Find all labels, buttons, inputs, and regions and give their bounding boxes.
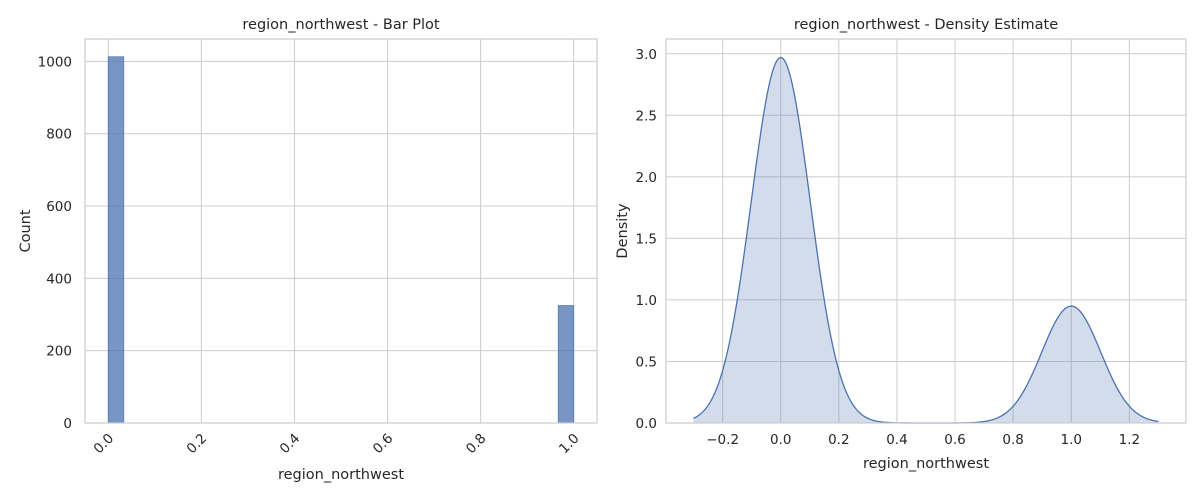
x-tick-label: 0.4	[886, 432, 907, 448]
density-plot-title: region_northwest - Density Estimate	[794, 17, 1058, 33]
x-tick-label: 0.4	[277, 431, 304, 458]
x-tick-label: 0.6	[370, 431, 397, 458]
x-tick-label: 1.2	[1119, 432, 1140, 448]
x-tick-label: 0.2	[184, 431, 211, 458]
bar-plot-title: region_northwest - Bar Plot	[242, 17, 440, 33]
bar-plot-y-tick-labels: 0 200 400 600 800 1000	[38, 54, 72, 432]
y-tick-label: 1000	[38, 54, 72, 70]
bar-plot-axes: 0.0 0.2 0.4 0.6 0.8 1.0 0 200 400 600 800 1000 reg…	[18, 17, 598, 483]
y-tick-label: 1.0	[636, 293, 657, 309]
x-tick-label: 0.2	[828, 432, 849, 448]
density-plot-gridlines	[666, 39, 1186, 424]
density-plot-frame	[665, 38, 1187, 424]
x-tick-label: 1.0	[1061, 432, 1082, 448]
density-plot-axes: −0.2 0.0 0.2 0.4 0.6 0.8 1.0 1.2 0.0 0.5 1.0 1.5 2.…	[615, 17, 1187, 472]
x-tick-label: 0.0	[91, 431, 118, 458]
y-tick-label: 1.5	[636, 231, 657, 247]
y-tick-label: 2.5	[636, 108, 657, 124]
y-tick-label: 600	[46, 199, 72, 215]
bar-plot-frame	[84, 38, 598, 424]
density-plot-y-axis-label: Density	[615, 203, 631, 259]
density-plot-y-tick-labels: 0.0 0.5 1.0 1.5 2.0 2.5 3.0	[636, 47, 657, 432]
bar-plot-bars	[107, 56, 575, 424]
y-tick-label: 2.0	[636, 170, 657, 186]
x-tick-label: 1.0	[556, 431, 583, 458]
x-tick-label: 0.6	[944, 432, 965, 448]
x-tick-label: 0.8	[1002, 432, 1023, 448]
y-tick-label: 0	[63, 416, 72, 432]
density-plot-x-axis-label: region_northwest	[863, 456, 989, 472]
bar-plot-y-axis-label: Count	[18, 209, 34, 252]
density-plot-x-tick-labels: −0.2 0.0 0.2 0.4 0.6 0.8 1.0 1.2	[706, 432, 1140, 448]
y-tick-label: 400	[46, 271, 72, 287]
x-tick-label: 0.8	[463, 431, 490, 458]
x-tick-label: −0.2	[706, 432, 739, 448]
bar-plot-x-tick-labels: 0.0 0.2 0.4 0.6 0.8 1.0	[91, 431, 583, 458]
density-area-fill	[693, 57, 1159, 424]
bar-1	[557, 305, 575, 424]
y-tick-label: 200	[46, 344, 72, 360]
y-tick-label: 0.5	[636, 354, 657, 370]
bar-0	[107, 56, 125, 424]
bar-plot-x-axis-label: region_northwest	[278, 467, 404, 483]
y-tick-label: 800	[46, 127, 72, 143]
y-tick-label: 0.0	[636, 416, 657, 432]
y-tick-label: 3.0	[636, 47, 657, 63]
bar-plot-gridlines	[85, 39, 597, 424]
x-tick-label: 0.0	[770, 432, 791, 448]
